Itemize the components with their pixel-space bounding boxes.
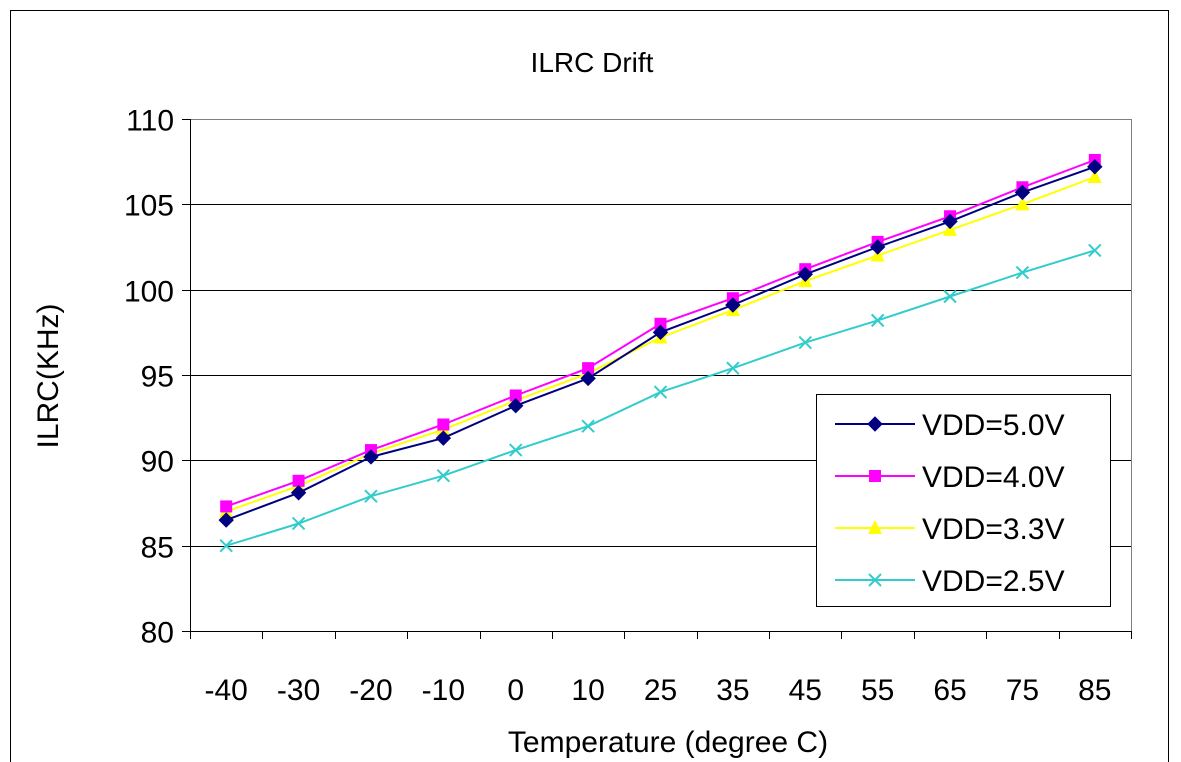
data-point <box>290 485 307 501</box>
data-point <box>725 297 741 313</box>
y-tick-label: 90 <box>141 446 174 479</box>
marker-stroke <box>870 313 885 328</box>
legend-marker <box>868 520 882 534</box>
legend-marker <box>869 470 881 482</box>
x-tick-label: 25 <box>644 674 677 707</box>
series-lines <box>218 153 1103 553</box>
data-point <box>437 418 450 431</box>
marker-stroke <box>436 468 451 483</box>
marker-stroke <box>1088 243 1102 258</box>
series-VDD=5.0V <box>218 159 1103 528</box>
x-axis-label: Temperature (degree C) <box>508 726 828 759</box>
x-tick-label: -30 <box>277 674 320 707</box>
axes: 80 85 90 95 100 105 110 -40 -30 -20 -10 0 10 25 35 45 55… <box>124 105 1132 707</box>
marker-stroke <box>868 573 882 587</box>
marker-stroke <box>291 516 306 531</box>
data-point <box>652 324 669 341</box>
data-point <box>291 516 306 531</box>
data-point <box>798 335 812 350</box>
data-point <box>508 398 524 414</box>
y-tick-label: 100 <box>124 276 174 309</box>
data-point <box>1088 243 1102 258</box>
y-tick-label: 105 <box>124 190 174 223</box>
marker-stroke <box>653 385 668 399</box>
legend-item: VDD=5.0V <box>835 409 1065 442</box>
data-point <box>726 361 740 375</box>
chart-title: ILRC Drift <box>531 47 654 78</box>
series-VDD=2.5V <box>219 243 1102 553</box>
data-point <box>435 430 452 446</box>
data-point <box>509 443 523 457</box>
legend-item: VDD=4.0V <box>835 461 1065 494</box>
y-tick-label: 80 <box>141 617 174 650</box>
data-point <box>220 500 233 513</box>
legend-item: VDD=2.5V <box>835 565 1065 598</box>
marker-stroke <box>726 361 740 375</box>
data-point <box>363 449 379 465</box>
data-point <box>436 468 451 483</box>
data-point <box>219 538 233 553</box>
legend-marker <box>867 416 883 432</box>
marker-stroke <box>219 538 233 553</box>
x-tick-label: -20 <box>349 674 392 707</box>
data-point <box>580 370 596 387</box>
legend-box <box>816 394 1111 607</box>
x-tick-label: -10 <box>422 674 465 707</box>
marker-stroke <box>364 489 378 503</box>
data-point <box>581 419 595 433</box>
marker-stroke <box>1015 265 1030 280</box>
y-tick-label: 95 <box>141 361 174 394</box>
data-point <box>654 317 667 330</box>
legend-label: VDD=3.3V <box>922 513 1065 546</box>
x-tick-label: 55 <box>861 674 894 707</box>
y-axis-label: ILRC(KHz) <box>32 303 65 448</box>
x-tick-label: 75 <box>1006 674 1039 707</box>
data-point <box>218 512 234 528</box>
data-point <box>509 389 522 402</box>
x-tick-label: 35 <box>716 674 749 707</box>
marker-stroke <box>581 419 595 433</box>
x-tick-label: -40 <box>205 674 248 707</box>
data-point <box>869 239 886 255</box>
x-tick-label: 10 <box>571 674 604 707</box>
marker-stroke <box>943 289 957 304</box>
data-point <box>942 213 958 230</box>
data-point <box>870 313 885 328</box>
data-point <box>1087 159 1103 175</box>
data-point <box>797 266 813 283</box>
marker-stroke <box>509 443 523 457</box>
x-tick-label: 65 <box>933 674 966 707</box>
legend-label: VDD=2.5V <box>922 565 1065 598</box>
data-point <box>1015 196 1030 211</box>
marker-stroke <box>798 335 812 350</box>
data-point <box>653 385 668 399</box>
data-point <box>1014 184 1031 201</box>
data-point <box>1087 169 1102 184</box>
legend-label: VDD=4.0V <box>922 461 1065 494</box>
data-point <box>943 289 957 304</box>
x-tick-label: 0 <box>507 674 524 707</box>
data-point <box>292 474 305 487</box>
x-tick-label: 85 <box>1078 674 1111 707</box>
legend-label: VDD=5.0V <box>922 409 1065 442</box>
data-point <box>582 362 595 375</box>
y-tick-label: 85 <box>141 532 174 565</box>
legend: VDD=5.0V VDD=4.0V VDD=3.3V VDD=2.5V <box>816 394 1111 607</box>
x-tick-label: 45 <box>789 674 822 707</box>
data-point <box>1015 265 1030 280</box>
y-tick-label: 110 <box>126 105 174 138</box>
legend-marker <box>868 573 882 587</box>
legend-item: VDD=3.3V <box>835 513 1065 546</box>
data-point <box>364 489 378 503</box>
